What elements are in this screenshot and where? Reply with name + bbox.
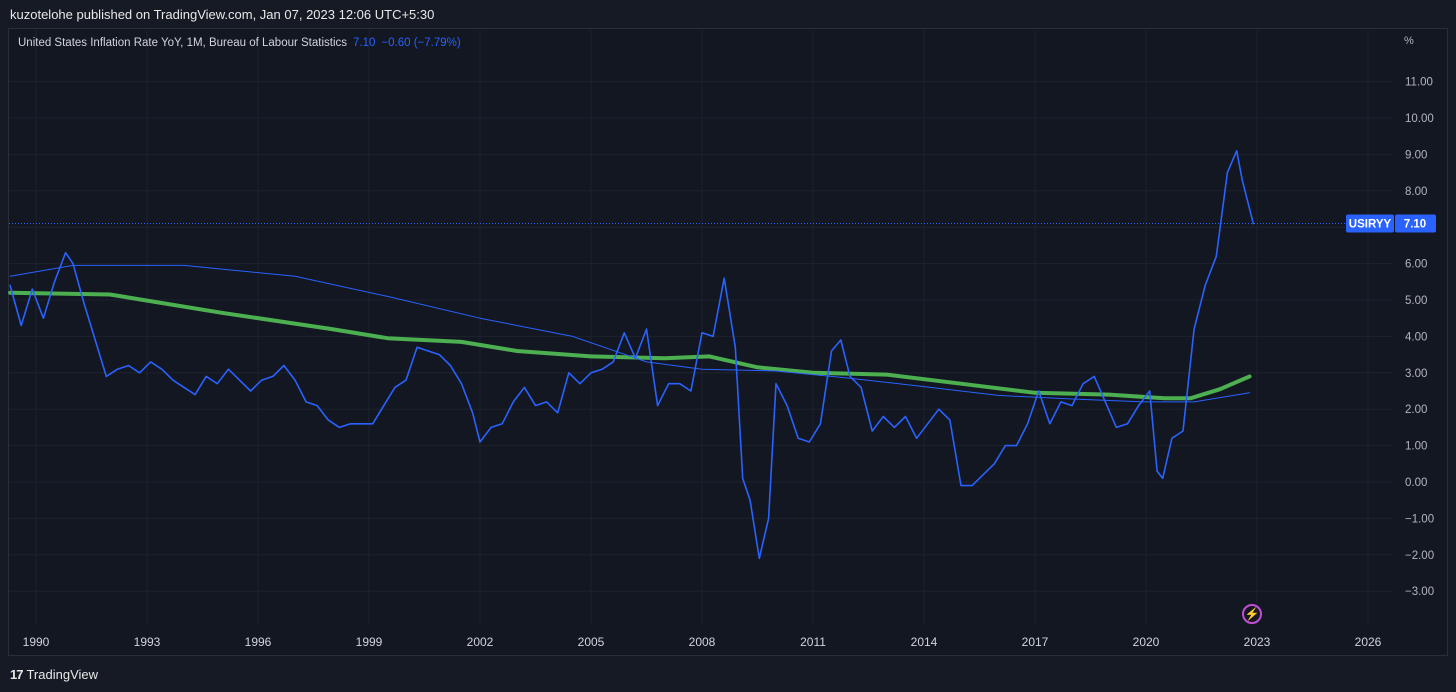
published-info: kuzotelohe published on TradingView.com,… xyxy=(10,7,435,22)
y-tick-label: 1.00 xyxy=(1405,441,1427,453)
x-tick-label: 2014 xyxy=(911,635,938,649)
x-tick-label: 2011 xyxy=(800,635,826,649)
y-tick-label: −3.00 xyxy=(1405,586,1434,598)
y-tick-label: −2.00 xyxy=(1405,550,1434,562)
axis-unit-label: % xyxy=(1404,35,1414,47)
x-tick-label: 2026 xyxy=(1355,635,1382,649)
series-legend[interactable]: United States Inflation Rate YoY, 1M, Bu… xyxy=(18,37,461,49)
series-line-usiryy[interactable] xyxy=(9,150,1255,560)
x-tick-label: 2023 xyxy=(1244,635,1271,649)
y-tick-label: 4.00 xyxy=(1405,331,1427,343)
price-tag-value: 7.10 xyxy=(1404,219,1426,231)
y-tick-label: 11.00 xyxy=(1405,77,1433,89)
y-tick-label: −1.00 xyxy=(1405,513,1434,525)
y-tick-label: 6.00 xyxy=(1405,259,1427,271)
price-tag-symbol-bg xyxy=(1346,214,1394,233)
y-tick-label: 3.00 xyxy=(1405,368,1427,380)
tradingview-logo-icon: 17 xyxy=(10,667,24,682)
price-tag-value-bg xyxy=(1395,214,1436,233)
legend-change: −0.60 (−7.79%) xyxy=(381,37,461,49)
x-tick-label: 2002 xyxy=(467,635,494,649)
x-tick-label: 1996 xyxy=(245,635,272,649)
brand-label: TradingView xyxy=(26,667,99,682)
x-tick-label: 1993 xyxy=(134,635,161,649)
y-tick-label: 2.00 xyxy=(1405,404,1427,416)
moving-average-line-blue[interactable] xyxy=(9,264,1251,403)
y-tick-label: 10.00 xyxy=(1405,113,1434,125)
legend-title: United States Inflation Rate YoY, 1M, Bu… xyxy=(18,37,348,49)
moving-average-line-green[interactable] xyxy=(8,290,1252,401)
price-tag-symbol: USIRYY xyxy=(1349,219,1392,231)
x-tick-label: 1990 xyxy=(23,635,50,649)
tradingview-logo[interactable]: 17 TradingView xyxy=(10,667,98,682)
x-tick-label: 2005 xyxy=(578,635,605,649)
header-bar: kuzotelohe published on TradingView.com,… xyxy=(0,0,1456,28)
footer-bar xyxy=(0,656,1456,692)
x-tick-label: 2008 xyxy=(689,635,716,649)
lightning-icon[interactable]: ⚡ xyxy=(1242,604,1262,624)
legend-value: 7.10 xyxy=(353,37,376,49)
x-tick-label: 2020 xyxy=(1133,635,1160,649)
chart-frame[interactable] xyxy=(8,28,1448,656)
y-tick-label: 9.00 xyxy=(1405,149,1427,161)
y-tick-label: 0.00 xyxy=(1405,477,1427,489)
x-tick-label: 2017 xyxy=(1022,635,1049,649)
x-tick-label: 1999 xyxy=(356,635,383,649)
y-tick-label: 8.00 xyxy=(1405,186,1427,198)
y-tick-label: 5.00 xyxy=(1405,295,1427,307)
